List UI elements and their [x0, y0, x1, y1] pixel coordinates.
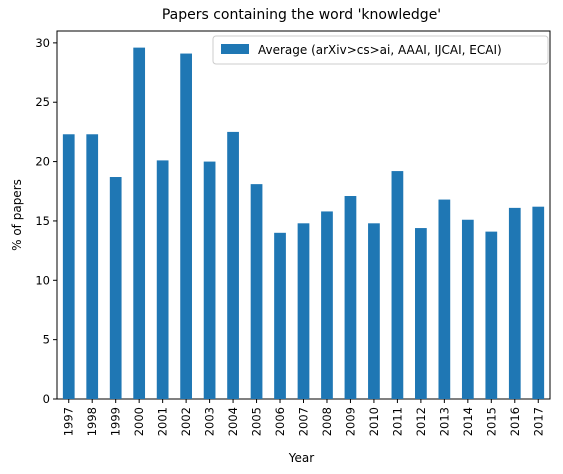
y-tick-label: 30	[35, 36, 50, 50]
bar-1998	[86, 134, 99, 400]
bar-2006	[274, 232, 286, 399]
bar-2009	[344, 196, 357, 399]
legend-box	[212, 35, 549, 65]
x-tick-label: 2010	[367, 407, 381, 436]
x-tick-label: 2014	[461, 407, 475, 436]
x-tick-label: 2004	[226, 407, 240, 436]
bar-2005	[250, 184, 263, 399]
bar-2000	[133, 47, 146, 399]
x-tick-label: 2017	[531, 407, 545, 436]
legend: Average (arXiv>cs>ai, AAAI, IJCAI, ECAI)	[212, 35, 549, 65]
bar-2010	[368, 223, 380, 399]
x-tick-label: 2008	[320, 407, 334, 436]
x-tick-label: 2009	[343, 407, 357, 436]
x-tick-label: 1998	[85, 407, 99, 436]
bars	[62, 47, 545, 400]
x-tick-label: 1999	[109, 407, 123, 436]
x-tick-label: 2005	[250, 407, 264, 436]
y-tick-label: 15	[35, 214, 50, 228]
y-axis: 0 5 10 15 20 25 30	[35, 36, 57, 406]
x-tick-label: 2011	[390, 407, 404, 436]
x-tick-label: 2001	[156, 407, 170, 436]
bar-1997	[62, 134, 75, 400]
legend-swatch	[221, 44, 249, 54]
y-tick-label: 25	[35, 95, 50, 109]
bar-2008	[321, 211, 333, 399]
bar-1999	[109, 177, 122, 399]
x-tick-label: 2016	[508, 407, 522, 436]
bar-2012	[415, 228, 427, 399]
bar-2017	[532, 206, 545, 399]
x-axis-label: Year	[288, 451, 314, 465]
bar-2007	[297, 223, 310, 399]
y-tick-label: 10	[35, 273, 50, 287]
legend-label: Average (arXiv>cs>ai, AAAI, IJCAI, ECAI)	[258, 43, 502, 57]
y-tick-label: 0	[43, 392, 50, 406]
x-tick-label: 2003	[203, 407, 217, 436]
bar-2016	[508, 207, 521, 399]
bar-2003	[203, 161, 216, 399]
bar-2001	[156, 160, 169, 399]
bar-2011	[391, 171, 404, 399]
x-tick-label: 2013	[437, 407, 451, 436]
x-tick-label: 2006	[273, 407, 287, 436]
bar-2014	[461, 219, 474, 399]
x-tick-label: 2012	[414, 407, 428, 436]
y-tick-label: 20	[35, 155, 50, 169]
x-axis: 1997 1998 1999 2000 2001 2002 2003 2004 2005 2006…	[62, 399, 545, 436]
bar-2004	[227, 131, 239, 399]
x-tick-label: 2007	[297, 407, 311, 436]
bar-2013	[438, 199, 451, 399]
bar-2015	[485, 231, 498, 399]
y-axis-label: % of papers	[10, 179, 24, 251]
x-tick-label: 2015	[484, 407, 498, 436]
x-tick-label: 1997	[62, 407, 76, 436]
y-tick-label: 5	[43, 333, 50, 347]
bar-2002	[180, 53, 192, 399]
chart-title: Papers containing the word 'knowledge'	[162, 7, 441, 23]
x-tick-label: 2002	[179, 407, 193, 436]
x-tick-label: 2000	[132, 407, 146, 436]
